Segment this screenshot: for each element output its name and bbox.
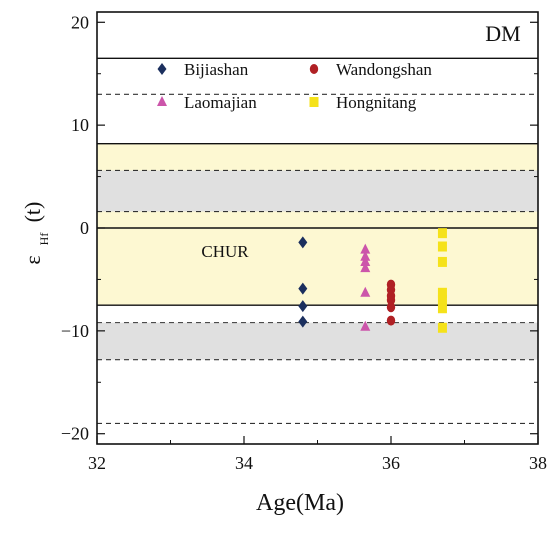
point-hongnitang-4 [437,295,447,305]
point-laomajian-1 [360,250,371,261]
point-wandongshan-3 [386,295,396,305]
legend-label-hongnitang: Hongnitang [336,93,417,112]
band-3 [97,322,538,360]
y-tick-label-1: −10 [61,321,89,341]
point-laomajian-3 [360,262,371,273]
chur-label: CHUR [201,242,249,261]
y-axis-title: ε Hf (t) [20,202,51,265]
point-hongnitang-3 [437,287,447,298]
x-tick-label-3: 38 [529,453,547,473]
y-tick-label-3: 10 [71,115,89,135]
legend-label-bijiashan: Bijiashan [184,60,249,79]
band-1 [97,228,538,306]
point-hongnitang-2 [437,256,447,267]
point-laomajian-2 [360,255,371,266]
point-laomajian-0 [360,243,371,254]
point-wandongshan-5 [386,315,396,326]
legend-label-wandongshan: Wandongshan [336,60,432,79]
point-hongnitang-1 [437,241,447,252]
y-tick-label-2: 0 [80,218,89,238]
band-2 [97,170,538,212]
point-laomajian-5 [360,320,371,331]
x-tick-label-1: 34 [235,453,253,473]
y-axis-title-epsilon: ε [20,255,45,264]
point-laomajian-4 [360,286,371,297]
x-tick-label-0: 32 [88,453,106,473]
point-bijiashan-2 [298,300,308,313]
point-wandongshan-4 [386,302,396,313]
y-axis-title-t: (t) [20,202,45,223]
y-tick-label-4: 20 [71,12,89,32]
legend-label-laomajian: Laomajian [184,93,257,112]
point-hongnitang-5 [437,303,447,314]
dm-label: DM [485,21,520,46]
x-axis-title: Age(Ma) [256,490,344,516]
legend-marker-wandongshan [309,64,319,74]
point-bijiashan-1 [298,282,308,295]
point-hongnitang-6 [437,322,447,333]
x-tick-label-2: 36 [382,453,400,473]
y-axis-title-subscript: Hf [37,233,51,246]
point-bijiashan-3 [298,315,308,328]
y-tick-label-0: −20 [61,424,89,444]
point-hongnitang-0 [437,228,447,239]
legend-marker-bijiashan [157,63,167,75]
legend-marker-laomajian [157,96,167,106]
point-bijiashan-0 [298,236,308,249]
legend-marker-hongnitang [309,97,319,107]
